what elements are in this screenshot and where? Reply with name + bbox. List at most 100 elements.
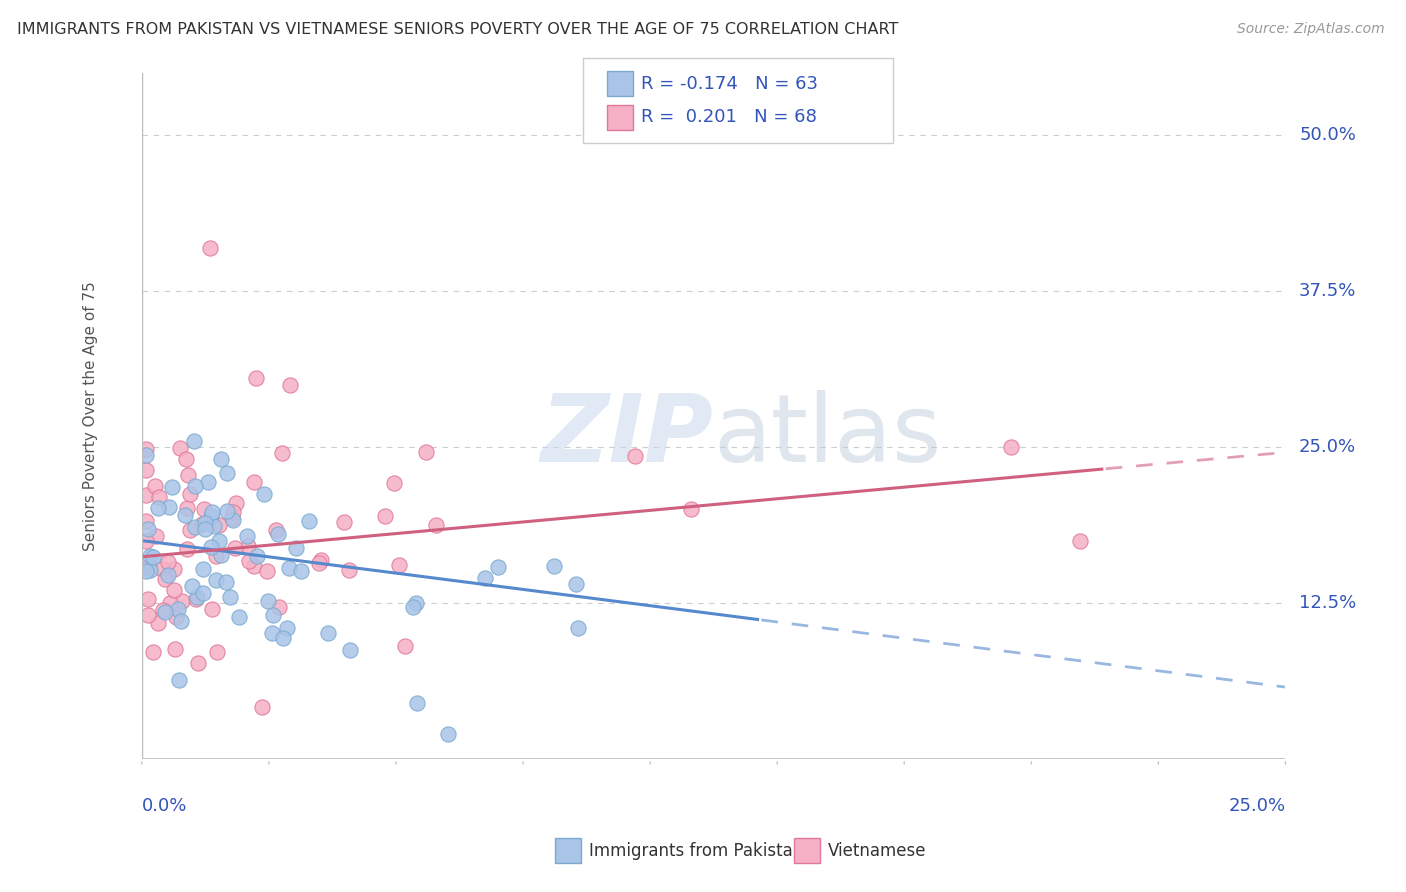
Point <box>160 480 183 494</box>
Point <box>138 591 160 606</box>
Point <box>165 610 187 624</box>
Point <box>191 562 214 576</box>
Point <box>135 534 157 549</box>
Point <box>567 621 589 635</box>
Point <box>374 508 396 523</box>
Point <box>146 615 169 630</box>
Point <box>135 442 157 456</box>
Text: Source: ZipAtlas.com: Source: ZipAtlas.com <box>1237 22 1385 37</box>
Point <box>264 523 287 537</box>
Point <box>191 517 214 532</box>
Point <box>384 475 406 490</box>
Point <box>215 466 238 480</box>
Point <box>142 645 165 659</box>
Point <box>394 640 416 654</box>
Point <box>136 522 159 536</box>
Point <box>145 529 167 543</box>
Point <box>202 519 225 533</box>
Text: 25.0%: 25.0% <box>1299 438 1357 456</box>
Point <box>179 523 201 537</box>
Point <box>200 241 222 255</box>
Point <box>167 673 190 688</box>
Point <box>193 502 215 516</box>
Point <box>170 614 193 628</box>
Text: 12.5%: 12.5% <box>1299 594 1357 612</box>
Point <box>163 562 186 576</box>
Point <box>176 501 198 516</box>
Point <box>1000 440 1022 454</box>
Point <box>262 608 284 623</box>
Point <box>152 603 174 617</box>
Point <box>176 541 198 556</box>
Point <box>215 504 238 518</box>
Point <box>169 441 191 455</box>
Point <box>136 607 159 622</box>
Point <box>135 488 157 502</box>
Point <box>225 496 247 510</box>
Text: R = -0.174   N = 63: R = -0.174 N = 63 <box>641 75 818 93</box>
Point <box>209 548 232 562</box>
Point <box>205 573 228 587</box>
Point <box>298 514 321 528</box>
Point <box>179 487 201 501</box>
Point <box>184 520 207 534</box>
Text: atlas: atlas <box>714 391 942 483</box>
Point <box>425 518 447 533</box>
Point <box>205 645 228 659</box>
Point <box>135 514 157 528</box>
Point <box>157 500 180 514</box>
Point <box>256 564 278 578</box>
Point <box>201 602 224 616</box>
Point <box>271 632 294 646</box>
Point <box>138 558 160 573</box>
Text: 0.0%: 0.0% <box>142 797 187 814</box>
Point <box>238 554 260 568</box>
Point <box>166 602 188 616</box>
Point <box>276 622 298 636</box>
Point <box>215 575 238 590</box>
Point <box>269 599 291 614</box>
Point <box>388 558 411 572</box>
Point <box>267 527 290 541</box>
Point <box>437 727 460 741</box>
Point <box>543 558 565 573</box>
Point <box>236 539 259 553</box>
Point <box>624 449 647 463</box>
Text: 50.0%: 50.0% <box>1299 127 1355 145</box>
Point <box>415 444 437 458</box>
Point <box>180 579 202 593</box>
Point <box>474 571 496 585</box>
Point <box>222 513 245 527</box>
Text: Vietnamese: Vietnamese <box>828 842 927 860</box>
Point <box>191 586 214 600</box>
Point <box>402 600 425 615</box>
Point <box>183 434 205 448</box>
Point <box>246 549 269 563</box>
Point <box>308 556 330 570</box>
Point <box>339 642 361 657</box>
Point <box>143 479 166 493</box>
Point <box>277 561 299 575</box>
Point <box>260 625 283 640</box>
Point <box>157 555 180 569</box>
Point <box>197 475 219 489</box>
Point <box>486 559 509 574</box>
Point <box>209 451 232 466</box>
Point <box>148 490 170 504</box>
Point <box>186 590 208 604</box>
Point <box>184 479 207 493</box>
Point <box>243 558 266 573</box>
Point <box>135 564 157 578</box>
Point <box>153 605 176 619</box>
Point <box>150 562 173 576</box>
Point <box>187 657 209 671</box>
Point <box>208 518 231 533</box>
Point <box>135 448 157 462</box>
Point <box>148 500 170 515</box>
Point <box>316 626 339 640</box>
Text: 25.0%: 25.0% <box>1229 797 1285 814</box>
Point <box>186 592 208 607</box>
Point <box>280 378 302 392</box>
Point <box>138 564 160 578</box>
Point <box>565 577 588 591</box>
